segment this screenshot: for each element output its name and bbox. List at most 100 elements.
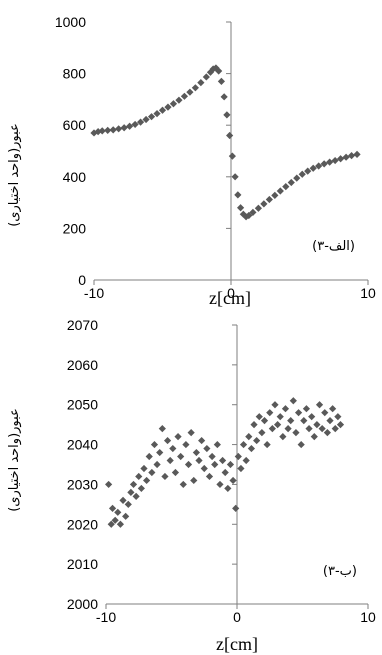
panel-a-data-point: [231, 173, 239, 181]
panel-a-data-point: [260, 200, 268, 208]
panel-b-data-point: [140, 464, 148, 473]
panel-b-data-point: [190, 476, 198, 485]
panel-b-data-point: [150, 440, 159, 449]
panel-b-data-point: [166, 456, 174, 465]
panel-b-y-axis-label: عبور(واحد اختیاری): [7, 408, 22, 512]
panel-b-data-point: [326, 417, 334, 425]
panel-b-data-point: [108, 504, 117, 512]
panel-b-data-point: [171, 468, 180, 477]
panel-b-data-point: [122, 512, 130, 520]
panel-b-data-point: [114, 508, 122, 516]
panel-b-data-point: [182, 440, 190, 449]
panel-b-y-tick-label: 2060: [67, 357, 98, 373]
panel-b-y-tick-label: 2040: [67, 437, 98, 453]
panel-a-data-point: [158, 106, 167, 114]
panel-b-x-tick-label: -10: [96, 609, 116, 625]
panel-b-data-point: [255, 413, 263, 421]
panel-b-data-point: [198, 436, 206, 445]
panel-b-data-point: [218, 456, 227, 465]
panel-b-data-point: [137, 484, 145, 493]
panel-a-data-point: [282, 183, 290, 191]
panel-b-data-point: [107, 520, 115, 528]
panel-a-data-point: [186, 88, 194, 96]
panel-a-x-axis-label: z[cm]: [209, 288, 251, 308]
panel-a-data-point: [197, 79, 205, 87]
panel-a-data-point: [331, 156, 339, 165]
panel-b-data-point: [258, 429, 266, 437]
panel-a-data-point: [265, 195, 273, 204]
panel-b-data-point: [310, 433, 318, 441]
panel-b-data-point: [192, 448, 200, 457]
panel-a-data-point: [90, 129, 98, 137]
panel-b-data-point: [153, 460, 161, 469]
panel-b-data-point: [302, 405, 311, 413]
panel-a-data-point: [109, 126, 117, 134]
panel-a-y-tick-label: 400: [63, 169, 87, 185]
panel-b-data-point: [318, 425, 326, 433]
panel-a-data-point: [131, 120, 139, 129]
panel-b-data-point: [135, 472, 143, 481]
panel-b-data-point: [195, 456, 203, 465]
panel-a-y-tick-label: 200: [63, 220, 87, 236]
panel-a-data-point: [164, 103, 172, 111]
panel-b-y-tick-label: 2010: [67, 556, 98, 572]
panel-b-data-point: [237, 464, 245, 473]
panel-b-data-point: [105, 480, 113, 489]
panel-b-data-point: [205, 472, 214, 481]
panel-a-data-point: [315, 162, 323, 170]
panel-a-data-point: [215, 67, 223, 75]
panel-b-data-point: [281, 405, 290, 413]
panel-b-data-point: [187, 429, 195, 437]
panel-a-data-point: [142, 115, 150, 124]
panel-a-data-point: [276, 187, 284, 195]
panel-a-data-point: [136, 118, 145, 126]
panel-a-x-tick-label: -10: [84, 285, 104, 301]
panel-b-data-point: [211, 460, 219, 469]
panel-a-data-point: [249, 208, 257, 217]
panel-a-data-point: [245, 211, 253, 220]
panel-a-data-point: [180, 92, 189, 100]
panel-a-data-point: [126, 122, 134, 130]
panel-a-data-point: [147, 113, 156, 121]
panel-a-panel-label: (۳-الف): [312, 239, 355, 254]
panel-b-data-point: [234, 452, 242, 461]
panel-b-data-point: [271, 401, 279, 409]
panel-b-data-point: [116, 520, 125, 528]
panel-a-data-point: [217, 77, 226, 85]
panel-b-data-point: [260, 417, 269, 425]
panel-a-data-point: [298, 170, 306, 178]
panel-a-data-point: [120, 124, 128, 132]
panel-a-data-point: [153, 109, 161, 118]
panel-a-data-point: [287, 178, 295, 187]
panel-b-data-point: [203, 444, 211, 453]
panel-b-y-tick-label: 2030: [67, 476, 98, 492]
panel-a-data-point: [169, 100, 178, 108]
panel-b-data-point: [263, 440, 271, 449]
panel-a-x-tick-label: 10: [360, 285, 376, 301]
panel-a-y-axis-label: عبور(واحد اختیاری): [7, 123, 22, 227]
panel-a-data-point: [202, 73, 210, 81]
panel-b-data-point: [279, 433, 287, 441]
panel-b-data-point: [119, 496, 127, 504]
panel-b-data-point: [208, 452, 216, 461]
panel-a-data-point: [337, 155, 345, 163]
panel-b-data-point: [329, 405, 337, 413]
panel-a-data-point: [115, 125, 123, 133]
panel-b-data-point: [216, 480, 224, 489]
panel-a-data-point: [236, 204, 245, 212]
panel-a-data-point: [234, 191, 242, 199]
panel-b-data-point: [323, 429, 331, 437]
panel-a-data-point: [220, 93, 228, 101]
panel-a-data-point: [226, 131, 234, 140]
panel-b-data-point: [239, 440, 248, 449]
panel-a-data-point: [353, 150, 361, 158]
panel-b-data-point: [268, 425, 276, 433]
panel-b-data-point: [127, 488, 135, 496]
panel-b-panel-label: (۳-ب): [323, 564, 357, 579]
panel-a-data-point: [342, 153, 350, 161]
panel-b-data-point: [200, 464, 208, 473]
panel-b-data-point: [313, 421, 321, 429]
panel-a-y-tick-label: 0: [78, 272, 86, 288]
panel-b-data-point: [143, 476, 151, 485]
